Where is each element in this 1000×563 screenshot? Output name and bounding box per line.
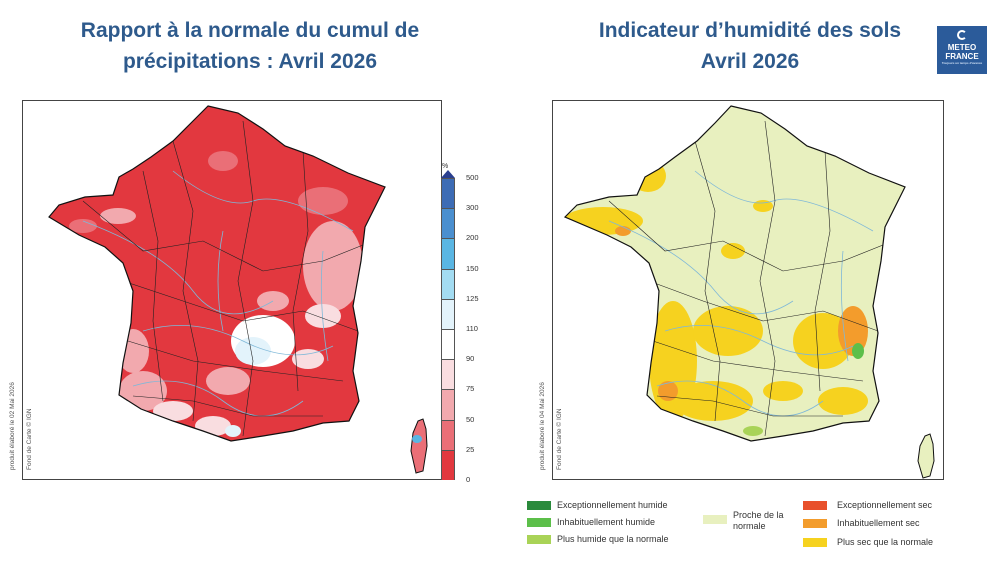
boundaries: [608, 120, 894, 437]
soil-map: [564, 105, 935, 479]
legend-inh-sec: Inhabituellement sec: [837, 518, 920, 528]
scale-tick-label: 500: [466, 173, 479, 182]
boundaries: [82, 120, 374, 437]
scale-tick-label: 200: [466, 233, 479, 243]
scale-tick-label: 25: [466, 444, 475, 454]
scale-band: [441, 268, 455, 299]
meteo-france-logo: METEO FRANCE Toujours un temps d'avance: [937, 26, 987, 74]
scale-arrow: [441, 170, 455, 178]
soil-title-line1: Indicateur d’humidité des sols: [598, 19, 902, 42]
precip-production-credit: produit élaboré le 02 Mai 2026: [9, 382, 16, 470]
scale-tick-label: 0: [466, 475, 471, 484]
precip-patches: [69, 151, 363, 437]
corsica: [410, 418, 428, 474]
soil-title-line2: Avril 2026: [700, 50, 800, 73]
legend-plus-sec: Plus sec que la normale: [837, 537, 934, 547]
logo-icon: [957, 30, 967, 40]
legend-swatch-exc-sec: [803, 501, 827, 510]
scale-band: [441, 238, 455, 269]
scale-band: [441, 359, 455, 390]
scale-band: [441, 178, 455, 209]
scale-band: [441, 449, 455, 480]
scale-band: [441, 208, 455, 239]
legend-swatch-inh-humide: [527, 518, 551, 527]
soil-map-panel: [552, 100, 944, 480]
legend-exc-humide: Exceptionnellement humide: [557, 500, 668, 510]
scale-tick-label: 110: [466, 324, 478, 333]
precip-map: [48, 105, 428, 474]
legend-swatch-proche: [703, 515, 727, 524]
legend-proche: Proche de la normale: [733, 510, 784, 531]
scale-band: [441, 389, 455, 420]
scale-tick-label: 150: [466, 263, 479, 273]
soil-ign-credit: Fond de Carte © IGN: [556, 408, 563, 470]
legend-swatch-plus-sec: [803, 538, 827, 547]
scale-tick-label: 75: [466, 384, 475, 394]
soil-map-title: Indicateur d’humidité des sols Avril 202…: [545, 15, 955, 77]
logo-line2: FRANCE: [945, 52, 979, 61]
precip-map-title: Rapport à la normale du cumul de précipi…: [40, 15, 460, 77]
rivers: [608, 170, 874, 417]
precip-map-panel: [22, 100, 442, 480]
legend-exc-sec: Exceptionnellement sec: [837, 500, 933, 510]
rivers: [82, 170, 354, 417]
scale-tick-label: 125: [466, 293, 479, 303]
scale-tick-label: 50: [466, 414, 475, 424]
logo-line1: METEO: [947, 43, 977, 52]
precip-title-line1: Rapport à la normale du cumul de: [80, 19, 420, 42]
scale-band: [441, 419, 455, 450]
legend-swatch-plus-humide: [527, 535, 551, 544]
logo-tagline: Toujours un temps d'avance: [941, 61, 983, 65]
scale-band: [441, 329, 455, 360]
legend-inh-humide: Inhabituellement humide: [557, 517, 656, 527]
scale-unit: %: [442, 163, 449, 170]
legend-plus-humide: Plus humide que la normale: [557, 534, 669, 544]
scale-band: [441, 298, 455, 329]
precip-ign-credit: Fond de Carte © IGN: [26, 408, 33, 470]
scale-tick-label: 90: [466, 354, 475, 364]
legend-swatch-inh-sec: [803, 519, 827, 528]
soil-production-credit: produit élaboré le 04 Mai 2026: [539, 382, 546, 470]
legend-swatch-exc-humide: [527, 501, 551, 510]
precip-title-line2: précipitations : Avril 2026: [122, 50, 378, 73]
scale-tick-label: 300: [466, 203, 479, 213]
corsica: [917, 433, 935, 479]
